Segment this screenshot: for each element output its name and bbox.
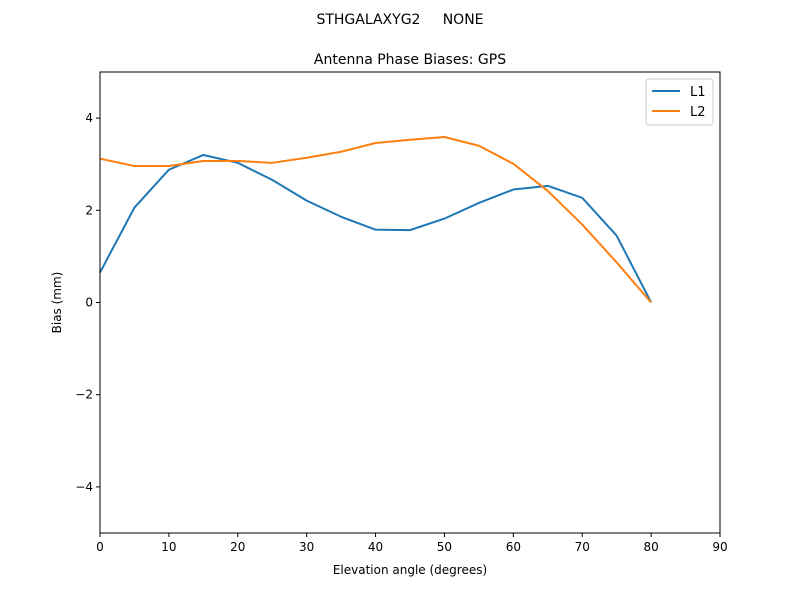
series-line-l1 bbox=[99, 153, 653, 303]
y-tick-label: 0 bbox=[85, 296, 93, 310]
x-tick-label: 50 bbox=[437, 540, 452, 554]
suptitle: STHGALAXYG2 NONE bbox=[316, 12, 483, 28]
x-tick-label: 90 bbox=[712, 540, 727, 554]
x-tick-label: 60 bbox=[506, 540, 521, 554]
x-tick-label: 70 bbox=[575, 540, 590, 554]
y-tick-label: 2 bbox=[85, 203, 93, 217]
x-tick-label: 0 bbox=[96, 540, 104, 554]
x-tick-label: 10 bbox=[161, 540, 176, 554]
x-tick-label: 40 bbox=[368, 540, 383, 554]
x-tick-label: 30 bbox=[299, 540, 314, 554]
y-tick-label: −4 bbox=[75, 480, 93, 494]
y-tick-label: 4 bbox=[85, 111, 93, 125]
x-tick-label: 80 bbox=[643, 540, 658, 554]
legend-label: L1 bbox=[690, 85, 706, 100]
legend-label: L2 bbox=[690, 105, 706, 120]
x-tick-label: 20 bbox=[230, 540, 245, 554]
x-axis-label: Elevation angle (degrees) bbox=[333, 563, 487, 577]
y-axis-label: Bias (mm) bbox=[50, 272, 64, 334]
plot-frame bbox=[99, 71, 721, 534]
series-line-l2 bbox=[99, 136, 652, 304]
chart-title: Antenna Phase Biases: GPS bbox=[314, 52, 506, 68]
y-tick-label: −2 bbox=[75, 388, 93, 402]
